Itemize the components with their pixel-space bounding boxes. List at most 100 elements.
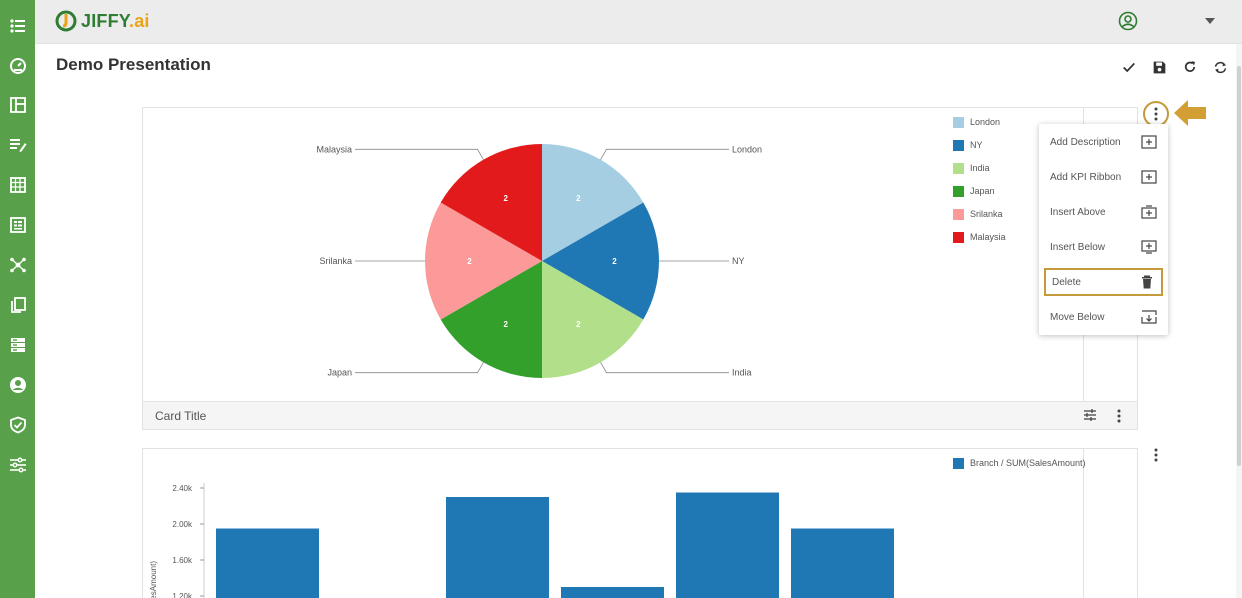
pie-slice-malaysia[interactable] — [440, 144, 542, 261]
pie-value-label: 2 — [576, 320, 581, 329]
sync-button[interactable] — [1211, 58, 1229, 76]
menu-item-add-description[interactable]: Add Description — [1044, 128, 1163, 156]
filter-settings-icon[interactable] — [1083, 408, 1097, 422]
pie-leader-line — [355, 362, 484, 374]
menu-item-move-below[interactable]: Move Below — [1044, 303, 1163, 331]
shield-icon[interactable] — [0, 413, 35, 437]
pie-leader-line — [600, 362, 729, 374]
legend-swatch — [953, 185, 964, 197]
settings-sliders-icon[interactable] — [0, 453, 35, 477]
legend-item-london[interactable]: London — [953, 115, 1000, 129]
menu-item-delete[interactable]: Delete — [1044, 268, 1163, 296]
top-bar: JIFFY.ai — [35, 0, 1242, 44]
save-button[interactable] — [1150, 58, 1168, 76]
y-tick-label: 2.00k — [172, 520, 193, 529]
pie-category-label: Srilanka — [319, 256, 352, 266]
pie-slice-srilanka[interactable] — [425, 202, 542, 320]
legend-item-india[interactable]: India — [953, 161, 990, 175]
logo-text: JIFFY.ai — [81, 10, 150, 31]
jiffy-logo[interactable]: JIFFY.ai — [55, 8, 150, 34]
table-icon[interactable] — [0, 173, 35, 197]
menu-item-add-kpi-ribbon[interactable]: Add KPI Ribbon — [1044, 163, 1163, 191]
add-box-icon — [1141, 170, 1157, 184]
bar[interactable] — [216, 528, 319, 598]
pie-value-label: 2 — [467, 257, 472, 266]
bar[interactable] — [791, 528, 894, 598]
menu-item-insert-above[interactable]: Insert Above — [1044, 198, 1163, 226]
pie-category-label: Malaysia — [316, 144, 352, 154]
menu-item-insert-below[interactable]: Insert Below — [1044, 233, 1163, 261]
trash-icon — [1142, 275, 1152, 289]
legend-label: NY — [970, 140, 983, 150]
more-vertical-icon — [1154, 107, 1158, 121]
card-footer: Card Title — [143, 401, 1137, 429]
legend-item-malaysia[interactable]: Malaysia — [953, 230, 1006, 244]
scrollbar-thumb[interactable] — [1237, 66, 1241, 466]
sidebar — [0, 0, 35, 598]
chevron-down-icon[interactable] — [1204, 15, 1216, 27]
pie-slice-london[interactable] — [542, 144, 644, 261]
card-context-menu: Add Description Add KPI Ribbon Insert Abov… — [1039, 124, 1168, 335]
card2-more-button[interactable] — [1151, 447, 1161, 463]
edit-list-icon[interactable] — [0, 133, 35, 157]
form-icon[interactable] — [0, 213, 35, 237]
more-vertical-icon — [1117, 409, 1121, 423]
bar-chart-card: 2.40k 2.00k 1.60k 1.20k esAmount) Branch / S… — [142, 448, 1138, 598]
bar-legend-item[interactable]: Branch / SUM(SalesAmount) — [953, 456, 1086, 470]
pie-leader-line — [355, 148, 484, 160]
layout-icon[interactable] — [0, 93, 35, 117]
pie-value-label: 2 — [612, 257, 617, 266]
check-icon — [1123, 62, 1135, 73]
insert-above-icon — [1141, 205, 1157, 219]
legend-item-srilanka[interactable]: Srilanka — [953, 207, 1003, 221]
user-account-icon[interactable] — [1118, 11, 1138, 31]
legend-item-japan[interactable]: Japan — [953, 184, 995, 198]
pointer-arrow-icon — [1174, 100, 1206, 126]
pie-category-label: India — [732, 368, 752, 378]
card-title: Card Title — [155, 409, 207, 423]
menu-item-label: Insert Above — [1050, 206, 1106, 218]
more-vertical-icon — [1154, 448, 1158, 462]
bar[interactable] — [561, 587, 664, 598]
menu-item-label: Add KPI Ribbon — [1050, 171, 1122, 183]
legend-swatch — [953, 116, 964, 128]
pie-value-label: 2 — [503, 320, 508, 329]
card-divider — [1083, 449, 1084, 598]
check-button[interactable] — [1120, 58, 1138, 76]
save-icon — [1153, 61, 1165, 73]
database-icon[interactable] — [0, 333, 35, 357]
y-tick-label: 2.40k — [172, 484, 193, 493]
pie-slice-india[interactable] — [542, 261, 644, 378]
legend-swatch — [953, 457, 964, 469]
pie-chart-card: 2 London 2 NY 2 India 2 Japan 2 Srilanka 2 Malaysia… — [142, 107, 1138, 430]
network-icon[interactable] — [0, 253, 35, 277]
pie-slice-ny[interactable] — [542, 202, 659, 320]
legend-label: Malaysia — [970, 232, 1006, 242]
refresh-button[interactable] — [1181, 58, 1199, 76]
pie-category-label: London — [732, 144, 762, 154]
bar[interactable] — [676, 492, 779, 598]
legend-label: India — [970, 163, 990, 173]
jiffy-logo-mark-icon — [55, 10, 77, 32]
pie-leader-line — [600, 148, 729, 160]
menu-icon[interactable] — [0, 14, 35, 38]
menu-item-label: Move Below — [1050, 311, 1105, 323]
legend-item-ny[interactable]: NY — [953, 138, 983, 152]
legend-swatch — [953, 231, 964, 243]
pie-slice-japan[interactable] — [440, 261, 542, 378]
insert-below-icon — [1141, 240, 1157, 254]
refresh-icon — [1184, 61, 1196, 72]
pie-category-label: Japan — [327, 368, 352, 378]
dashboard-icon[interactable] — [0, 54, 35, 78]
pie-value-label: 2 — [576, 194, 581, 203]
legend-label: London — [970, 117, 1001, 127]
legend-swatch — [953, 208, 964, 220]
card-footer-more-button[interactable] — [1114, 408, 1124, 424]
y-axis-label: esAmount) — [149, 561, 158, 598]
bar[interactable] — [446, 497, 549, 598]
legend-label: Japan — [970, 186, 995, 196]
card1-more-button[interactable] — [1143, 101, 1169, 127]
page-title: Demo Presentation — [56, 55, 211, 74]
copy-icon[interactable] — [0, 293, 35, 317]
user-icon[interactable] — [0, 373, 35, 397]
